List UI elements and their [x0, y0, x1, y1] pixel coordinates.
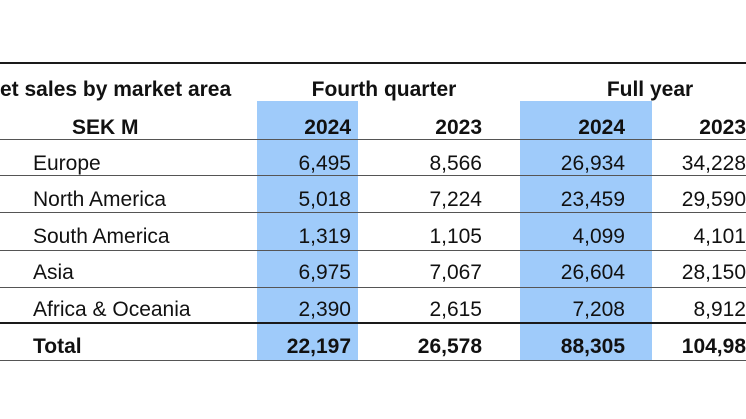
cell-value: 28,150: [681, 261, 746, 284]
row-label: South America: [33, 225, 170, 248]
row-rule: [0, 212, 746, 213]
header-rule: [0, 139, 746, 140]
cell-value: 7,067: [429, 261, 482, 284]
row-rule: [0, 250, 746, 251]
cell-value: 26,934: [560, 152, 625, 175]
total-value: 104,98: [681, 335, 746, 358]
cell-value: 1,105: [429, 225, 482, 248]
unit-label: SEK M: [72, 116, 139, 139]
total-value: 26,578: [417, 335, 482, 358]
row-rule: [0, 287, 746, 288]
cell-value: 7,224: [429, 188, 482, 211]
cell-value: 6,495: [298, 152, 351, 175]
cell-value: 1,319: [298, 225, 351, 248]
row-label: Europe: [33, 152, 101, 175]
year-header: 2024: [578, 116, 625, 139]
cell-value: 23,459: [560, 188, 625, 211]
table-title: et sales by market area: [0, 78, 232, 101]
total-rule: [0, 322, 746, 324]
top-rule: [0, 62, 746, 64]
group-header-fourth-quarter: Fourth quarter: [311, 78, 457, 101]
cell-value: 7,208: [572, 298, 625, 321]
cell-value: 8,566: [429, 152, 482, 175]
cell-value: 8,912: [693, 298, 746, 321]
year-header: 2023: [699, 116, 746, 139]
year-header: 2024: [304, 116, 351, 139]
total-label: Total: [33, 335, 82, 358]
highlight-fy-2024: [520, 101, 652, 361]
cell-value: 2,615: [429, 298, 482, 321]
cell-value: 5,018: [298, 188, 351, 211]
row-label: Asia: [33, 261, 74, 284]
total-value: 22,197: [286, 335, 351, 358]
row-label: Africa & Oceania: [33, 298, 191, 321]
cell-value: 34,228: [681, 152, 746, 175]
bottom-rule: [0, 360, 746, 361]
cell-value: 26,604: [560, 261, 625, 284]
total-value: 88,305: [560, 335, 625, 358]
group-header-full-year: Full year: [606, 78, 694, 101]
row-label: North America: [33, 188, 167, 211]
cell-value: 2,390: [298, 298, 351, 321]
highlight-q4-2024: [257, 101, 358, 361]
year-header: 2023: [435, 116, 482, 139]
cell-value: 29,590: [681, 188, 746, 211]
cell-value: 4,099: [572, 225, 625, 248]
row-rule: [0, 175, 746, 176]
cell-value: 6,975: [298, 261, 351, 284]
cell-value: 4,101: [693, 225, 746, 248]
